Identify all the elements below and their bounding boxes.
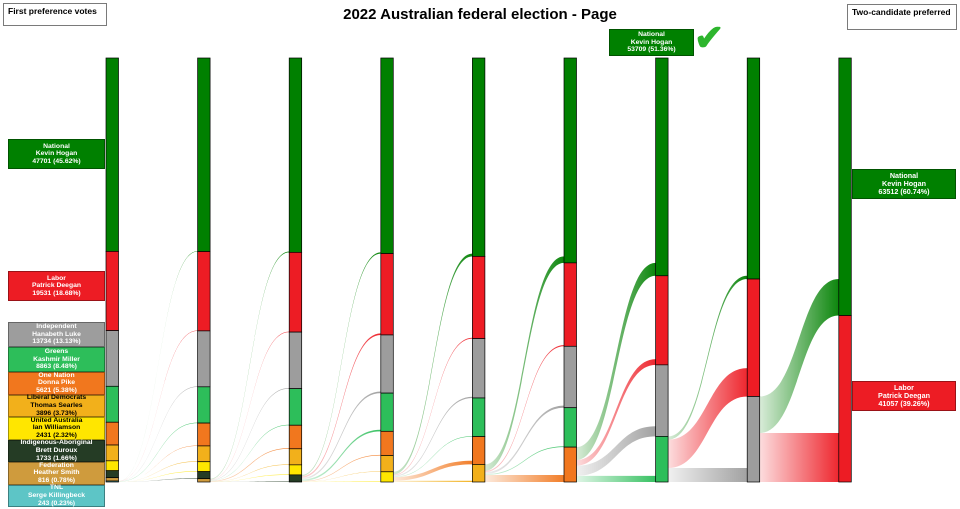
party-name: Labor	[894, 382, 914, 392]
vote-detail: 1733 (1.66%)	[36, 454, 77, 462]
first-pref-label-liberal-democrats: Liberal Democrats Thomas Searles 3896 (3…	[8, 394, 105, 417]
candidate-name: Kevin Hogan	[882, 178, 926, 188]
winner-check-icon: ✔	[694, 17, 725, 58]
candidate-name: Kevin Hogan	[630, 38, 673, 46]
vote-detail: 2431 (2.32%)	[36, 432, 77, 440]
party-name: Indigenous-Aboriginal	[20, 439, 93, 447]
party-name: United Australia	[30, 416, 83, 424]
candidate-name: Kevin Hogan	[35, 150, 78, 158]
party-name: One Nation	[38, 371, 75, 379]
first-pref-label-one-nation: One Nation Donna Pike 5621 (5.38%)	[8, 372, 105, 395]
tcp-label-labor: Labor Patrick Deegan 41057 (39.26%)	[852, 381, 956, 411]
first-pref-label-labor: Labor Patrick Deegan 19531 (18.68%)	[8, 271, 105, 301]
party-name: Independent	[36, 323, 77, 331]
first-pref-label-greens: Greens Kashmir Miller 8863 (8.48%)	[8, 347, 105, 372]
vote-detail: 3896 (3.73%)	[36, 409, 77, 417]
first-pref-label-national: National Kevin Hogan 47701 (45.62%)	[8, 139, 105, 169]
vote-detail: 243 (0.23%)	[37, 499, 76, 507]
party-name: National	[43, 142, 70, 150]
first-pref-label-indigenous-aboriginal: Indigenous-Aboriginal Brett Duroux 1733 …	[8, 439, 105, 462]
party-name: Federation	[39, 461, 74, 469]
candidate-name: Kashmir Miller	[33, 355, 80, 363]
vote-detail: 816 (0.78%)	[37, 477, 76, 485]
vote-detail: 8863 (8.48%)	[36, 363, 77, 371]
first-pref-label-united-australia: United Australia Ian Williamson 2431 (2.…	[8, 417, 105, 440]
candidate-name: Serge Killingbeck	[27, 491, 86, 499]
vote-detail: 13734 (13.13%)	[32, 338, 81, 346]
candidate-name: Donna Pike	[37, 379, 75, 387]
winner-callout: National Kevin Hogan 53709 (51.36%)	[609, 29, 694, 56]
candidate-name: Patrick Deegan	[31, 282, 82, 290]
vote-detail: 53709 (51.36%)	[627, 46, 676, 54]
candidate-name: Patrick Deegan	[878, 390, 930, 400]
tcp-label-national: National Kevin Hogan 63512 (60.74%)	[852, 169, 956, 199]
candidate-name: Ian Williamson	[32, 424, 81, 432]
candidate-name: Heather Smith	[33, 469, 80, 477]
candidate-name: Thomas Searles	[30, 401, 83, 409]
page-title: 2022 Australian federal election - Page	[343, 6, 617, 23]
first-pref-label-tnl: TNL Serge Killingbeck 243 (0.23%)	[8, 484, 105, 507]
first-preference-votes-box: First preference votes	[3, 3, 107, 26]
candidate-name: Brett Duroux	[35, 446, 78, 454]
party-name: National	[889, 170, 919, 180]
first-pref-label-independent: Independent Hanabeth Luke 13734 (13.13%)	[8, 322, 105, 347]
candidate-name: Hanabeth Luke	[32, 330, 81, 338]
party-name: TNL	[49, 484, 64, 492]
vote-detail: 47701 (45.62%)	[32, 157, 81, 165]
vote-detail: 63512 (60.74%)	[878, 187, 930, 197]
two-candidate-preferred-box: Two-candidate preferred	[847, 4, 957, 30]
vote-detail: 41057 (39.26%)	[878, 399, 930, 409]
party-name: Labor	[47, 274, 66, 282]
vote-detail: 5621 (5.38%)	[36, 387, 77, 395]
party-name: Liberal Democrats	[26, 394, 87, 402]
first-pref-label-federation: Federation Heather Smith 816 (0.78%)	[8, 462, 105, 485]
party-name: Greens	[44, 348, 69, 356]
vote-detail: 19531 (18.68%)	[32, 289, 81, 297]
party-name: National	[638, 31, 665, 39]
